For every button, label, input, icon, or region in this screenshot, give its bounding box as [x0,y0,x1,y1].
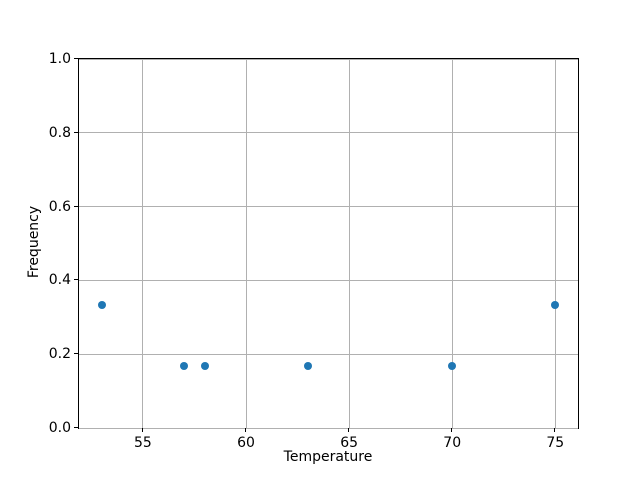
y-gridline [79,206,578,208]
data-point [303,362,312,371]
y-tick-label: 0.8 [48,124,71,141]
data-point [180,362,189,371]
x-gridline [348,59,350,428]
y-gridline [79,427,578,429]
y-tick-mark [74,205,78,207]
x-tick-mark [245,428,247,432]
x-tick-label: 65 [340,435,359,451]
y-tick-mark [74,58,78,59]
x-gridline [451,59,453,428]
x-gridline [142,59,144,428]
y-tick-label: 0.4 [48,272,71,289]
y-axis-label: Frequency [26,205,42,279]
y-tick-label: 0.6 [48,198,71,215]
y-tick-label: 1.0 [48,51,71,67]
y-gridline [79,132,578,134]
y-gridline [79,353,578,355]
data-point [200,362,209,371]
data-point [551,301,560,310]
y-tick-mark [74,427,78,428]
y-gridline [79,279,578,281]
x-tick-label: 55 [133,435,152,451]
x-tick-label: 75 [546,435,565,451]
x-tick-mark [348,428,350,432]
y-tick-mark [74,131,78,133]
y-tick-mark [74,279,78,281]
y-tick-mark [74,353,78,355]
y-tick-label: 0.0 [48,420,71,436]
x-axis-label: Temperature [283,449,373,465]
y-tick-label: 0.2 [48,346,71,363]
data-point [97,301,106,310]
plot-area [78,58,579,429]
x-tick-label: 60 [237,435,255,451]
x-gridline [245,59,247,428]
x-tick-mark [554,428,556,432]
x-tick-label: 70 [443,435,462,451]
y-gridline [79,58,578,60]
x-tick-mark [451,428,453,432]
x-tick-mark [141,428,143,432]
data-point [448,362,457,371]
x-gridline [554,59,556,428]
